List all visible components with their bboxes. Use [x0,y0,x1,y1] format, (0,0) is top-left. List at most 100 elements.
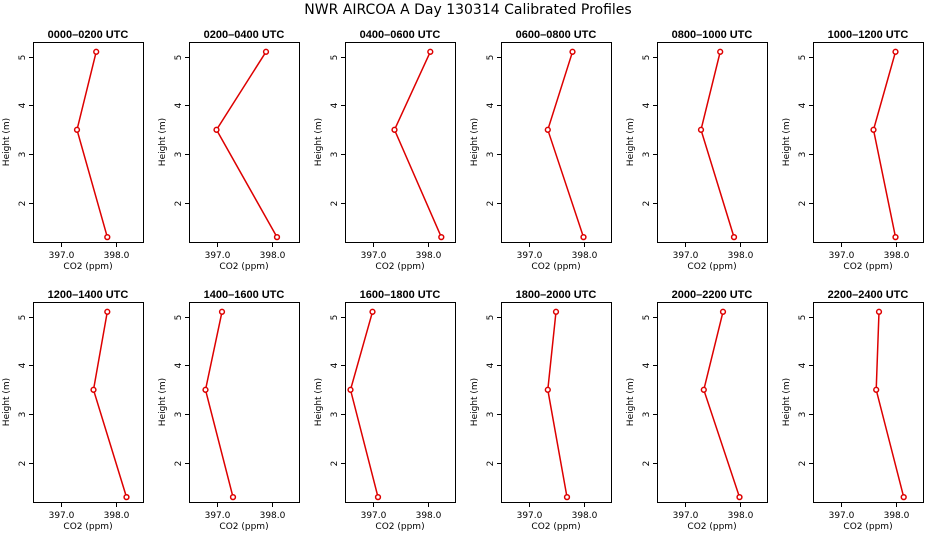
data-point [374,493,382,501]
co2-profile-line [92,311,128,498]
x-tick-label: 397.0 [673,511,699,521]
data-point [719,308,727,315]
x-axis-label: CO2 (ppm) [687,522,736,532]
data-point [369,308,376,315]
y-tick-label: 3 [330,412,340,418]
data-point [104,233,111,241]
co2-profile-line [349,311,379,498]
x-tick-label: 397.0 [205,511,231,521]
y-tick-label: 5 [18,55,28,61]
y-tick-label: 5 [486,55,496,61]
x-tick-label: 397.0 [829,511,855,521]
data-point [73,126,81,133]
co2-profile-line [204,311,234,498]
data-point [544,386,551,393]
profile-panel: 0400–0600 UTC 397.0 398.0 2 3 4 5 CO2 (ppm) Heig… [314,29,456,272]
y-axis-label: Height (m) [626,378,636,426]
y-axis-label: Height (m) [2,118,12,166]
y-tick-label: 5 [642,315,652,321]
data-point [717,48,724,55]
panel-title: 2200–2400 UTC [828,289,909,301]
y-tick-label: 4 [486,362,496,368]
data-point [900,493,907,501]
y-tick-label: 5 [174,55,184,61]
co2-profile-line [393,51,442,238]
y-axis-label: Height (m) [626,118,636,166]
data-point [875,308,883,315]
co2-profile-line [703,311,741,498]
y-tick-label: 2 [642,461,652,467]
plot-frame [33,302,144,503]
y-tick-label: 2 [174,461,184,467]
data-point [873,386,880,393]
x-tick-label: 398.0 [416,511,442,521]
x-tick-label: 398.0 [260,251,286,261]
x-tick-label: 398.0 [572,511,598,521]
y-axis-label: Height (m) [158,118,168,166]
plot-frame [345,42,456,243]
data-point [892,48,899,55]
plot-frame [189,42,300,243]
y-axis-label: Height (m) [782,118,792,166]
y-tick-label: 4 [18,102,28,108]
panel-title: 1200–1400 UTC [48,289,129,301]
y-tick-label: 3 [330,152,340,158]
y-tick-label: 5 [18,315,28,321]
x-tick-label: 397.0 [517,511,543,521]
x-axis-label: CO2 (ppm) [687,262,736,272]
x-axis-label: CO2 (ppm) [531,522,580,532]
y-tick-label: 3 [174,412,184,418]
y-tick-label: 2 [174,201,184,207]
y-tick-label: 5 [174,315,184,321]
plot-frame [189,302,300,503]
y-tick-label: 3 [798,412,808,418]
y-tick-label: 5 [798,315,808,321]
data-point [552,308,560,315]
x-axis-label: CO2 (ppm) [843,522,892,532]
data-point [93,48,100,55]
profile-panel: 1200–1400 UTC 397.0 398.0 2 3 4 5 CO2 (ppm) Heig… [2,289,144,532]
panel-title: 2000–2200 UTC [672,289,753,301]
y-tick-label: 5 [486,315,496,321]
profile-panel: 1600–1800 UTC 397.0 398.0 2 3 4 5 CO2 (ppm) Heig… [314,289,456,532]
co2-profile-line [76,51,109,238]
y-tick-label: 4 [174,102,184,108]
co2-profile-line [872,51,897,238]
plot-frame [813,42,924,243]
y-tick-label: 3 [642,412,652,418]
y-tick-label: 4 [642,102,652,108]
x-tick-label: 398.0 [104,511,130,521]
x-tick-label: 398.0 [728,511,754,521]
plot-frame [501,302,612,503]
plot-frame [657,42,768,243]
profile-panel: 0800–1000 UTC 397.0 398.0 2 3 4 5 CO2 (ppm) Heig… [626,29,768,272]
panel-title: 1600–1800 UTC [360,289,441,301]
y-tick-label: 2 [18,201,28,207]
profile-panel: 1800–2000 UTC 397.0 398.0 2 3 4 5 CO2 (ppm) Heig… [470,289,612,532]
y-axis-label: Height (m) [470,118,480,166]
y-axis-label: Height (m) [2,378,12,426]
data-point [90,386,97,393]
y-tick-label: 4 [486,102,496,108]
data-point [347,386,354,393]
y-tick-label: 2 [330,461,340,467]
data-point [730,233,738,241]
y-tick-label: 4 [174,362,184,368]
x-tick-label: 398.0 [572,251,598,261]
y-tick-label: 4 [330,362,340,368]
y-tick-label: 2 [330,201,340,207]
y-tick-label: 4 [18,362,28,368]
y-axis-label: Height (m) [470,378,480,426]
y-axis-label: Height (m) [314,378,324,426]
figure-title: NWR AIRCOA A Day 130314 Calibrated Profi… [304,2,631,18]
x-axis-label: CO2 (ppm) [843,262,892,272]
x-tick-label: 397.0 [517,251,543,261]
panel-title: 0800–1000 UTC [672,29,753,41]
data-point [213,126,220,133]
x-tick-label: 397.0 [829,251,855,261]
x-tick-label: 397.0 [673,251,699,261]
data-point [892,233,899,241]
panel-title: 0000–0200 UTC [48,29,129,41]
data-point [391,126,398,133]
